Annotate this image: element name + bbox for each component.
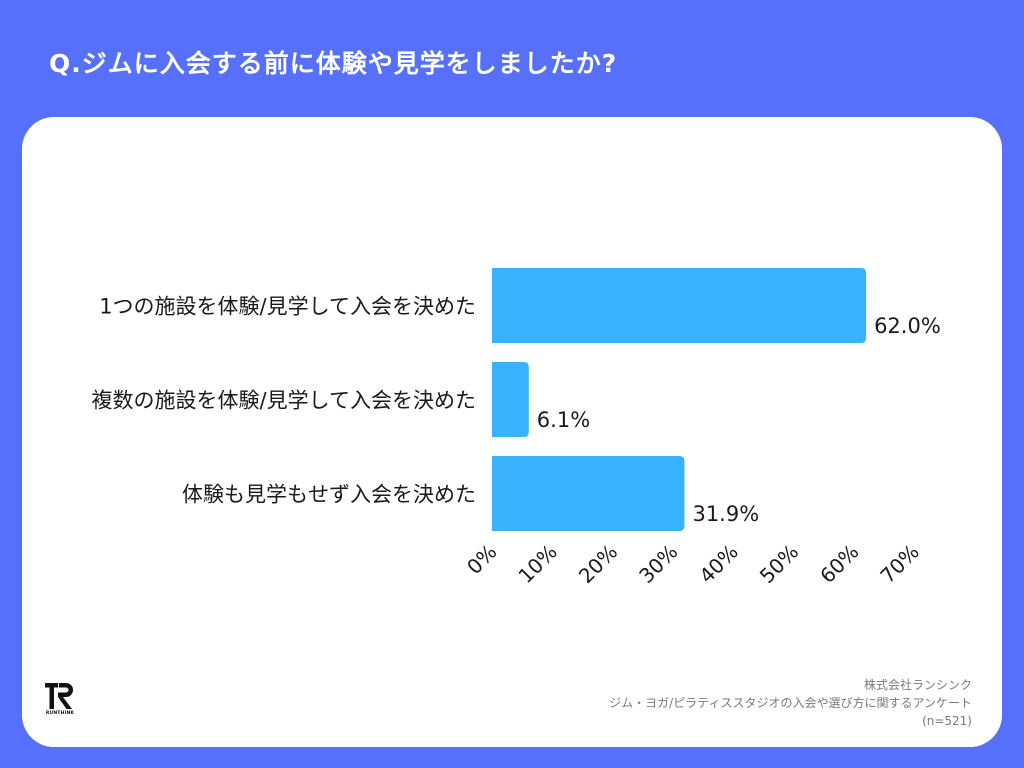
company-name: 株式会社ランシンク — [863, 678, 972, 692]
logo-icon — [45, 683, 73, 709]
x-tick-label: 60% — [815, 540, 863, 588]
bar-1 — [492, 268, 867, 343]
x-tick-label: 20% — [574, 540, 622, 588]
x-tick-label: 10% — [513, 540, 561, 588]
page-title: Q.ジムに入会する前に体験や見学をしましたか? — [49, 49, 618, 78]
category-label-1: 1つの施設を体験/見学して入会を決めた — [99, 295, 476, 319]
sample-size: (n=521) — [922, 714, 972, 728]
survey-name: ジム・ヨガ/ピラティススタジオの入会や選び方に関するアンケート — [609, 696, 972, 710]
bar-2 — [492, 362, 529, 437]
x-tick-label: 70% — [875, 540, 923, 588]
value-label-1: 62.0% — [874, 314, 941, 338]
value-label-2: 6.1% — [537, 408, 590, 432]
x-tick-label: 40% — [694, 540, 742, 588]
x-tick-label: 0% — [462, 540, 501, 579]
x-tick-label: 30% — [634, 540, 682, 588]
category-label-3: 体験も見学もせず入会を決めた — [182, 483, 476, 507]
bar-3 — [492, 456, 685, 531]
value-label-3: 31.9% — [692, 502, 759, 526]
logo-text: RUNTHINK — [45, 711, 75, 716]
x-tick-label: 50% — [755, 540, 803, 588]
source-note: 株式会社ランシンク ジム・ヨガ/ピラティススタジオの入会や選び方に関するアンケー… — [609, 676, 972, 730]
category-label-2: 複数の施設を体験/見学して入会を決めた — [92, 389, 476, 413]
runthink-logo: RUNTHINK — [44, 681, 76, 721]
